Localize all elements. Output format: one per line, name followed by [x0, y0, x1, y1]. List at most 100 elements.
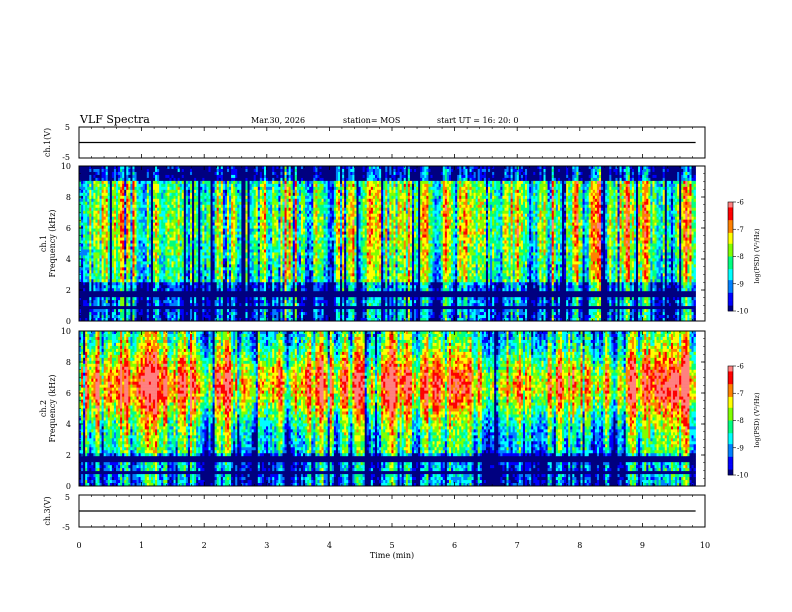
spectrogram-cell — [132, 303, 135, 307]
spectrogram-cell — [208, 264, 211, 268]
spectrogram-cell — [231, 309, 234, 313]
spectrogram-cell — [192, 180, 195, 185]
spectrogram-cell — [91, 237, 94, 241]
spectrogram-cell — [132, 297, 135, 301]
spectrogram-cell — [177, 240, 181, 244]
spectrogram-cell — [134, 201, 137, 206]
spectrogram-cell — [255, 303, 259, 307]
spectrogram-cell — [235, 201, 238, 206]
spectrogram-cell — [257, 225, 261, 229]
spectrogram-cell — [208, 234, 211, 238]
spectrogram-cell — [113, 168, 117, 173]
spectrogram-cell — [216, 192, 220, 197]
spectrogram-cell — [245, 228, 248, 232]
spectrogram-cell — [185, 243, 189, 247]
spectrogram-cell — [109, 312, 113, 316]
spectrogram-cell — [204, 246, 207, 250]
spectrogram-cell — [142, 213, 146, 217]
spectrogram-cell — [189, 255, 193, 259]
spectrogram-cell — [163, 252, 166, 256]
spectrogram-cell — [163, 174, 166, 179]
spectrogram-cell — [163, 264, 166, 268]
spectrogram-cell — [124, 240, 127, 244]
spectrogram-cell — [171, 210, 174, 214]
spectrogram-cell — [159, 273, 162, 277]
spectrogram-cell — [261, 204, 265, 209]
spectrogram-cell — [113, 306, 117, 310]
spectrogram-cell — [140, 210, 144, 214]
spectrogram-cell — [95, 270, 98, 274]
spectrogram-cell — [185, 183, 189, 188]
spectrogram-cell — [212, 270, 215, 274]
spectrogram-cell — [253, 177, 257, 182]
spectrogram-cell — [224, 192, 228, 197]
spectrogram-cell — [198, 174, 201, 179]
spectrogram-cell — [159, 177, 162, 182]
spectrogram-cell — [259, 306, 263, 310]
spectrogram-cell — [171, 279, 174, 283]
spectrogram-cell — [173, 279, 176, 283]
spectrogram-cell — [194, 198, 197, 203]
spectrogram-cell — [243, 171, 246, 176]
spectrogram-cell — [120, 225, 123, 229]
spectrogram-cell — [83, 189, 86, 194]
spectrogram-cell — [109, 270, 113, 274]
spectrogram-cell — [118, 276, 121, 280]
spectrogram-cell — [210, 270, 213, 274]
spectrogram-cell — [173, 243, 176, 247]
spectrogram-cell — [101, 288, 104, 292]
spectrogram-cell — [113, 309, 117, 313]
spectrogram-cell — [116, 315, 119, 319]
spectrogram-cell — [183, 192, 187, 197]
spectrogram-cell — [126, 234, 129, 238]
spectrogram-cell — [251, 306, 255, 310]
spectrogram-cell — [226, 213, 230, 217]
spectrogram-cell — [241, 189, 244, 194]
spectrogram-cell — [249, 216, 252, 220]
spectrogram-cell — [152, 255, 156, 259]
spectrogram-cell — [171, 225, 174, 229]
spectrogram-cell — [179, 276, 183, 280]
spectrogram-cell — [109, 297, 113, 301]
spectrogram-cell — [134, 180, 137, 185]
spectrogram-cell — [152, 201, 156, 206]
spectrogram-cell — [150, 201, 154, 206]
spectrogram-cell — [150, 195, 154, 200]
spectrogram-cell — [212, 288, 215, 292]
spectrogram-cell — [126, 186, 129, 191]
spectrogram-cell — [152, 258, 156, 262]
spectrogram-cell — [107, 282, 111, 286]
spectrogram-cell — [247, 318, 250, 322]
spectrogram-cell — [198, 219, 201, 223]
spectrogram-cell — [130, 279, 133, 283]
spectrogram-cell — [239, 180, 242, 185]
spectrogram-cell — [120, 243, 123, 247]
spectrogram-cell — [181, 309, 185, 313]
spectrogram-cell — [247, 210, 250, 214]
spectrogram-cell — [144, 216, 148, 220]
spectrogram-cell — [237, 213, 240, 217]
spectrogram-cell — [210, 273, 213, 277]
spectrogram-cell — [187, 306, 191, 310]
spectrogram-cell — [91, 201, 94, 206]
spectrogram-cell — [259, 312, 263, 316]
spectrogram-cell — [235, 279, 238, 283]
spectrogram-cell — [268, 315, 271, 319]
spectrogram-cell — [251, 243, 255, 247]
spectrogram-cell — [105, 264, 109, 268]
spectrogram-cell — [126, 276, 129, 280]
spectrogram-cell — [95, 237, 98, 241]
spectrogram-cell — [249, 207, 252, 212]
spectrogram-cell — [148, 168, 152, 173]
spectrogram-cell — [126, 171, 129, 176]
spectrogram-cell — [99, 177, 102, 182]
spectrogram-cell — [150, 303, 154, 307]
spectrogram-cell — [136, 258, 139, 262]
spectrogram-cell — [103, 315, 107, 319]
spectrogram-cell — [128, 213, 131, 217]
spectrogram-cell — [226, 255, 230, 259]
spectrogram-cell — [142, 166, 146, 170]
spectrogram-cell — [107, 207, 111, 212]
spectrogram-cell — [159, 243, 162, 247]
spectrogram-cell — [177, 234, 181, 238]
